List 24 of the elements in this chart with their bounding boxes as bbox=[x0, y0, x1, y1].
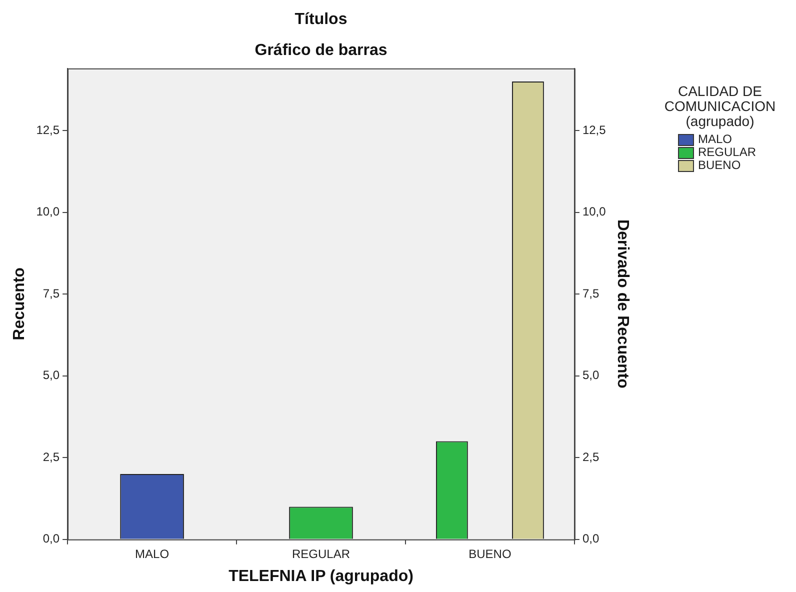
y-axis-title: Recuento bbox=[11, 267, 28, 340]
chart-subtitle: Gráfico de barras bbox=[254, 42, 388, 60]
y-tick-label: 0,0 bbox=[42, 532, 60, 546]
y-tick-label: 2,5 bbox=[42, 450, 60, 464]
y-tick-label: 5,0 bbox=[42, 368, 60, 382]
y2-tick-label: 0,0 bbox=[582, 532, 600, 546]
chart-title: Títulos bbox=[294, 11, 348, 28]
legend-label: BUENO bbox=[698, 158, 741, 172]
y2-tick-label: 2,5 bbox=[582, 450, 600, 464]
y2-tick-label: 5,0 bbox=[582, 368, 600, 382]
legend-label: MALO bbox=[698, 132, 732, 146]
y-tick-label: 7,5 bbox=[42, 286, 60, 300]
y-tick-label: 12,5 bbox=[36, 122, 60, 137]
legend-title: CALIDAD DE COMUNICACION (agrupado) bbox=[663, 83, 777, 129]
x-axis-title: TELEFNIA IP (agrupado) bbox=[228, 568, 414, 585]
x-tick-label: REGULAR bbox=[292, 546, 350, 561]
legend-label: REGULAR bbox=[698, 145, 756, 159]
y2-tick-label: 7,5 bbox=[582, 286, 600, 300]
y2-tick-label: 10,0 bbox=[582, 204, 606, 219]
x-tick-label: MALO bbox=[135, 546, 170, 561]
y-tick-label: 10,0 bbox=[36, 204, 60, 219]
x-tick-label: BUENO bbox=[468, 546, 512, 561]
y2-axis-title: Derivado de Recuento bbox=[614, 219, 631, 389]
y2-tick-label: 12,5 bbox=[582, 122, 606, 137]
